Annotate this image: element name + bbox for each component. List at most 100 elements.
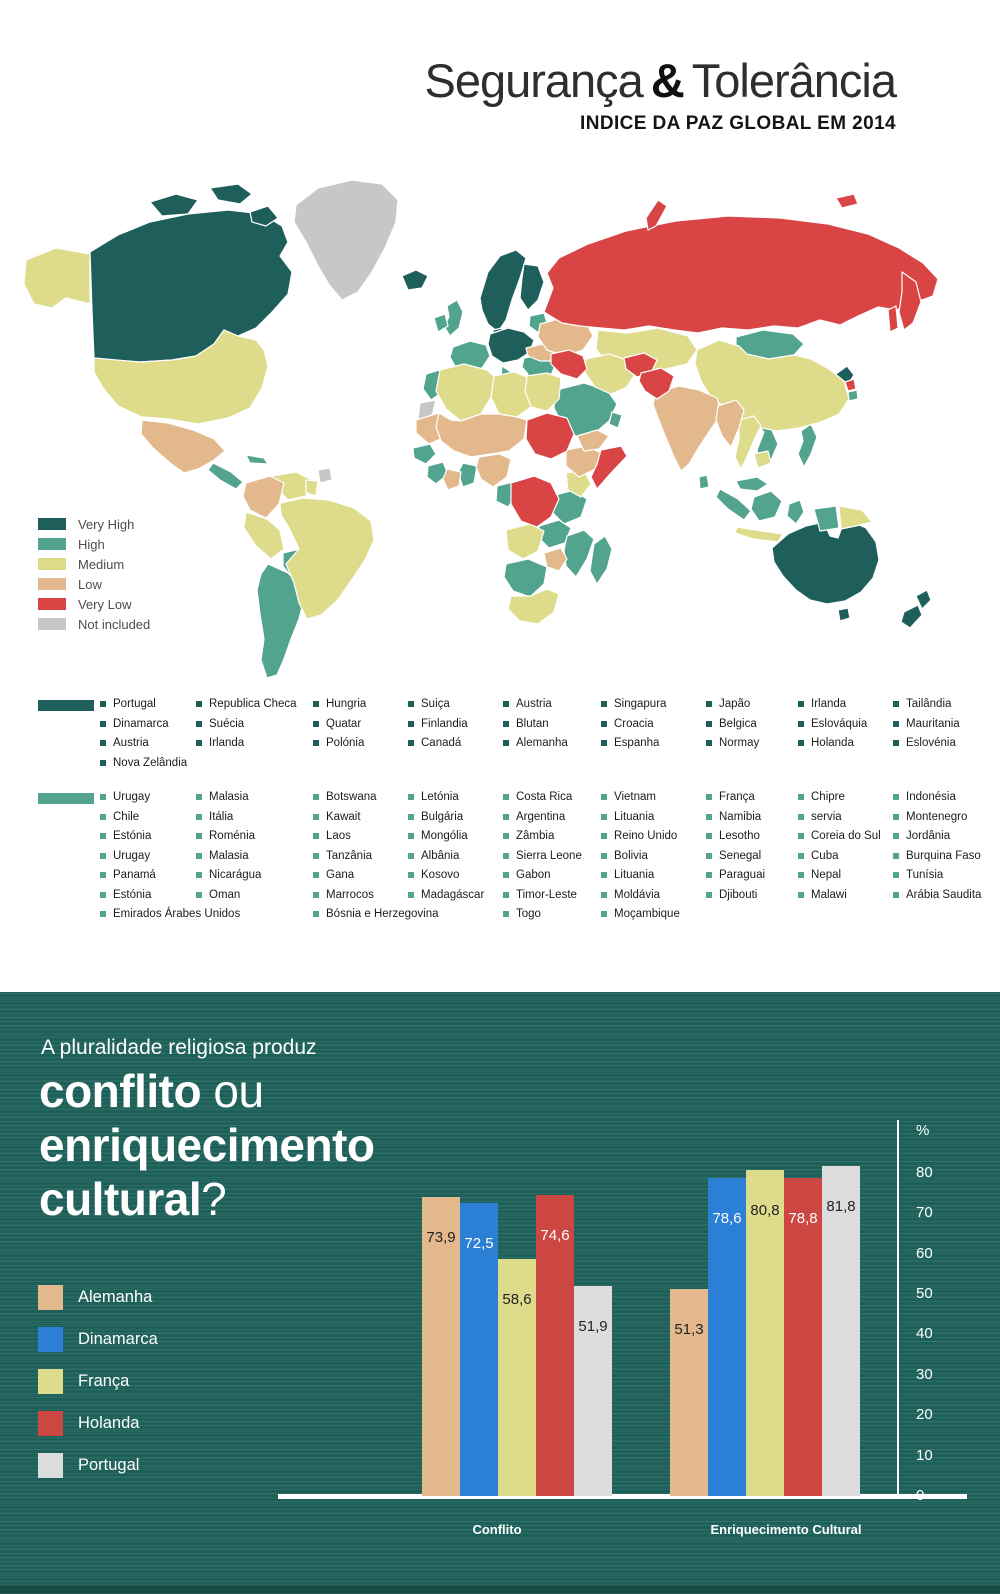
country-bullet-icon [408,833,414,839]
country-bullet-icon [100,740,106,746]
map-region-sudan [525,412,575,460]
country-item: Sierra Leone [503,850,582,863]
map-region-ivory-coast [442,468,462,491]
country-item: Lituania [601,869,654,882]
y-axis-tick-label: 50 [916,1285,933,1302]
country-name: Gana [326,869,355,881]
country-bullet-icon [798,720,804,727]
map-region-norway-sweden [479,249,527,333]
country-bullet-icon [503,740,509,746]
country-item: Normay [706,737,759,750]
map-region-zimbabwe [543,547,568,572]
country-name: Polónia [326,737,365,749]
y-axis-tick-label: 10 [916,1446,933,1464]
country-item: Montenegro [893,811,967,824]
country-item: Espanha [601,737,659,750]
map-region-canada-arctic-1 [149,193,199,217]
world-map [0,160,1000,680]
country-name: Holanda [811,737,854,749]
country-item: Bolivia [601,850,648,863]
country-item: Portugal [100,698,156,711]
legend-label: High [78,537,105,552]
map-region-sumatra [715,488,752,521]
country-bullet-icon [893,701,899,707]
country-name: Nepal [811,869,842,881]
country-bullet-icon [798,872,804,878]
country-item: Namibia [706,811,761,824]
y-axis-tick-label: 80 [916,1163,933,1181]
legend-label: Very Low [78,597,132,612]
country-name: Lituania [614,869,655,881]
country-name: Indonésia [906,791,956,803]
map-region-sierra-leone [426,461,449,485]
country-item: Moçambique [601,908,680,921]
country-bullet-icon [408,701,414,707]
country-item: Croacia [601,718,654,731]
title-word-tolerancia: Tolerância [691,54,897,107]
country-bullet-icon [798,891,804,898]
country-name: Bulgária [421,810,464,823]
country-item: Urugay [100,791,150,804]
bar-value-label: 51,9 [578,1318,608,1336]
bar-holanda-conflito [536,1194,574,1496]
map-region-new-zealand-south [900,604,923,629]
country-name: Burquina Faso [906,849,981,862]
category-label-conflito: Conflito [472,1522,522,1537]
country-bullet-icon [601,852,607,859]
country-bullet-icon [408,852,414,859]
country-bullet-icon [313,891,319,898]
bar-chart: % Conflito Enriquecimento Cultural 73,9 7… [0,992,1000,1594]
country-item: Japão [706,698,750,711]
country-item: Jordânia [893,830,950,843]
bar-alemanha-enriquecimento [670,1288,708,1496]
map-region-iceland [401,269,429,291]
y-axis-unit-label: % [916,1122,930,1139]
country-item: Finlandia [408,718,468,731]
country-item: Malasia [196,791,249,804]
legend-label: Not included [78,617,151,632]
map-region-sahel [435,412,528,458]
map-region-senegal [412,443,437,465]
country-item: Lituania [601,811,654,824]
map-region-greenland [293,179,399,301]
country-item: Moldávia [601,889,660,902]
legend-label: Low [78,577,102,592]
country-bullet-icon [196,833,202,839]
country-name: Vietnam [614,791,656,803]
country-bullet-icon [313,852,319,859]
map-region-guiana [317,467,333,484]
country-name: Emirados Árabes Unidos [113,908,241,920]
map-region-canada [89,209,293,363]
country-item: servia [798,811,842,824]
country-bullet-icon [100,759,106,766]
country-name: Madagáscar [421,888,485,901]
map-region-tasmania [837,607,851,622]
country-name: servia [811,810,842,823]
map-region-nigeria [475,453,512,488]
map-region-philippines [797,423,818,468]
country-item: Belgica [706,718,757,731]
country-name: Namibia [719,810,762,823]
map-region-guyana [305,479,319,497]
country-bullet-icon [313,740,319,746]
map-region-usa [93,329,269,425]
country-name: Urugay [113,849,151,862]
country-name: Normay [719,737,760,749]
country-bullet-icon [196,740,202,746]
country-bullet-icon [601,872,607,878]
bar-portugal-conflito [574,1286,612,1496]
y-axis-line [897,1120,899,1499]
country-name: Laos [326,830,351,842]
country-name: Roménia [209,830,256,842]
x-axis-line [278,1494,967,1499]
country-name: Zâmbia [516,830,555,842]
country-name: França [719,791,755,803]
legend-swatch [38,1411,63,1436]
country-bullet-icon [100,701,106,707]
country-item: Chipre [798,791,845,804]
country-name: Republica Checa [209,698,297,710]
country-name: Timor-Leste [516,888,577,901]
legend-label: Dinamarca [78,1330,158,1348]
country-item: Tanzânia [313,850,372,863]
country-item: Nepal [798,869,841,882]
